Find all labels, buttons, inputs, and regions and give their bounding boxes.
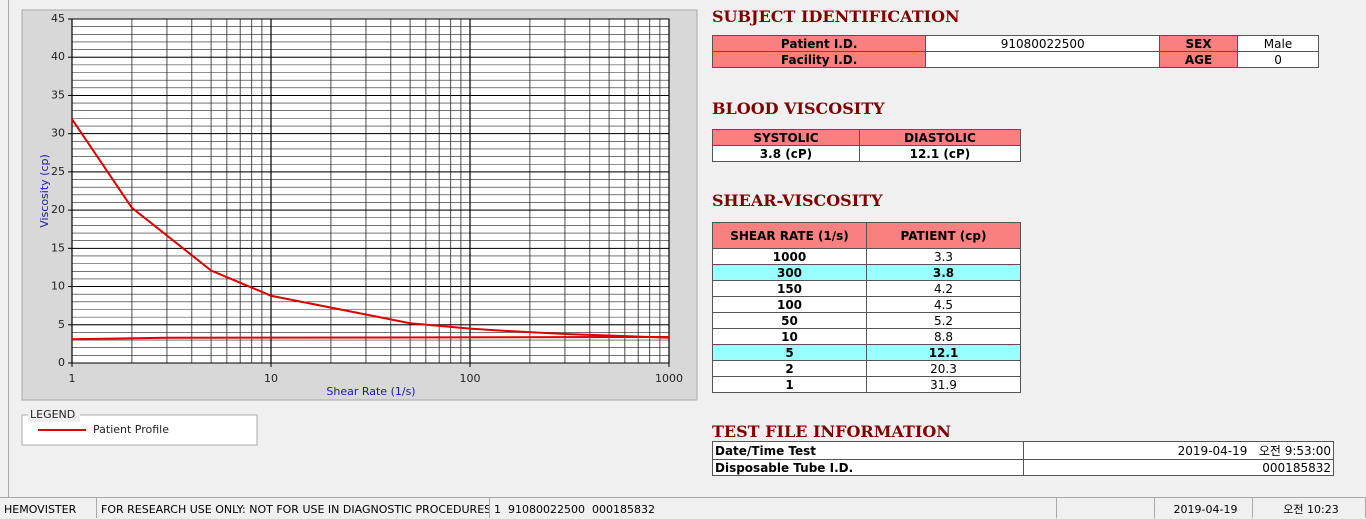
- table-row: 100 4.5: [712, 296, 1021, 313]
- shear-rate: 300: [712, 264, 867, 281]
- table-row: 2 20.3: [712, 360, 1021, 377]
- table-row: Date/Time Test 2019-04-19 오전 9:53:00: [712, 441, 1334, 460]
- status-cell: 오전 10:23: [1253, 498, 1366, 518]
- shear-rate: 150: [712, 280, 867, 297]
- table-row: 50 5.2: [712, 312, 1021, 329]
- y-tick-label: 15: [51, 241, 65, 254]
- series-line: [71, 336, 670, 341]
- y-axis-label: Viscosity (cp): [38, 154, 51, 228]
- subject-table: Patient I.D. 91080022500 SEX Male Facility I…: [711, 35, 1319, 68]
- cell-label: Date/Time Test: [712, 441, 1024, 460]
- x-tick-label: 1: [69, 372, 76, 385]
- x-tick-label: 1000: [655, 372, 683, 385]
- table-row: 1 31.9: [712, 376, 1021, 393]
- patient-value: 20.3: [866, 360, 1021, 377]
- shear-rate: 2: [712, 360, 867, 377]
- shear-rate: 10: [712, 328, 867, 345]
- table-row: Disposable Tube I.D. 000185832: [712, 459, 1334, 476]
- x-axis-label: Shear Rate (1/s): [326, 385, 415, 398]
- patient-value: 4.2: [866, 280, 1021, 297]
- section-title: TEST FILE INFORMATION: [712, 422, 951, 441]
- section-title: BLOOD VISCOSITY: [712, 99, 885, 118]
- cell-value: [925, 51, 1161, 68]
- table-row: 10 8.8: [712, 328, 1021, 345]
- table-row: Patient I.D. 91080022500 SEX Male: [711, 35, 1319, 52]
- legend-title-bg: [28, 408, 80, 422]
- y-tick-label: 45: [51, 12, 65, 25]
- plot-area: [72, 19, 669, 363]
- patient-value: 8.8: [866, 328, 1021, 345]
- shear-rate: 1: [712, 376, 867, 393]
- cell-value: 2019-04-19 오전 9:53:00: [1023, 441, 1334, 460]
- y-tick-label: 20: [51, 203, 65, 216]
- status-cell: [1057, 498, 1155, 518]
- patient-value: 5.2: [866, 312, 1021, 329]
- status-cell: FOR RESEARCH USE ONLY: NOT FOR USE IN DI…: [97, 498, 490, 518]
- status-cell: HEMOVISTER: [0, 498, 97, 518]
- header-cell: SHEAR RATE (1/s): [712, 222, 867, 249]
- y-tick-label: 0: [58, 356, 65, 369]
- legend: LEGEND Patient Profile: [21, 408, 258, 446]
- series-line: [71, 118, 670, 339]
- y-tick-label: 10: [51, 280, 65, 293]
- shear-rate: 50: [712, 312, 867, 329]
- x-tick-label: 10: [264, 372, 278, 385]
- cell-value: 12.1 (cP): [858, 145, 1022, 162]
- status-cell: 2019-04-19: [1155, 498, 1253, 518]
- y-tick-label: 5: [58, 318, 65, 331]
- section-title: SUBJECT IDENTIFICATION: [712, 7, 960, 26]
- shear-table: SHEAR RATE (1/s) PATIENT (cp) 1000 3.3 300 3.…: [712, 222, 1021, 393]
- y-tick-label: 40: [51, 50, 65, 63]
- shear-rate: 1000: [712, 248, 867, 265]
- shear-rate: 100: [712, 296, 867, 313]
- plot-border: [71, 18, 670, 364]
- y-tick-label: 30: [51, 127, 65, 140]
- cell-value: 0: [1237, 51, 1319, 68]
- divider: [8, 0, 9, 497]
- table-row: 150 4.2: [712, 280, 1021, 297]
- status-bar: HEMOVISTER FOR RESEARCH USE ONLY: NOT FOR…: [0, 497, 1366, 519]
- cell-label: AGE: [1159, 51, 1239, 68]
- section-title: SHEAR-VISCOSITY: [712, 191, 883, 210]
- table-row: 3.8 (cP) 12.1 (cP): [712, 145, 1022, 162]
- header-cell: PATIENT (cp): [866, 222, 1021, 249]
- table-row: 5 12.1: [712, 344, 1021, 361]
- table-row: 300 3.8: [712, 264, 1021, 281]
- patient-value: 3.3: [866, 248, 1021, 265]
- table-row: 1000 3.3: [712, 248, 1021, 265]
- legend-title: LEGEND: [30, 408, 75, 421]
- patient-value: 4.5: [866, 296, 1021, 313]
- legend-label: Patient Profile: [93, 423, 169, 436]
- test-file-table: Date/Time Test 2019-04-19 오전 9:53:00 Dispo…: [712, 441, 1334, 476]
- cell-label: Patient I.D.: [711, 35, 927, 52]
- patient-value: 3.8: [866, 264, 1021, 281]
- x-tick-label: 100: [460, 372, 481, 385]
- table-header: SYSTOLIC DIASTOLIC: [712, 129, 1022, 146]
- cell-value: Male: [1237, 35, 1319, 52]
- header-cell: DIASTOLIC: [858, 129, 1022, 146]
- cell-value: 000185832: [1023, 459, 1334, 476]
- y-tick-label: 25: [51, 165, 65, 178]
- status-cell: 1 91080022500 000185832: [490, 498, 1057, 518]
- cell-label: SEX: [1159, 35, 1239, 52]
- cell-value: 91080022500: [925, 35, 1161, 52]
- header-cell: SYSTOLIC: [712, 129, 860, 146]
- cell-label: Disposable Tube I.D.: [712, 459, 1024, 476]
- shear-rate: 5: [712, 344, 867, 361]
- table-row: Facility I.D. AGE 0: [711, 51, 1319, 68]
- cell-value: 3.8 (cP): [712, 145, 860, 162]
- chart: Shear Rate (1/s) Viscosity (cp) 0 5 10 15 20…: [21, 9, 698, 401]
- cell-label: Facility I.D.: [711, 51, 927, 68]
- patient-value: 31.9: [866, 376, 1021, 393]
- y-tick-label: 35: [51, 88, 65, 101]
- patient-value: 12.1: [866, 344, 1021, 361]
- blood-table: SYSTOLIC DIASTOLIC 3.8 (cP) 12.1 (cP): [712, 129, 1022, 162]
- table-header: SHEAR RATE (1/s) PATIENT (cp): [712, 222, 1021, 249]
